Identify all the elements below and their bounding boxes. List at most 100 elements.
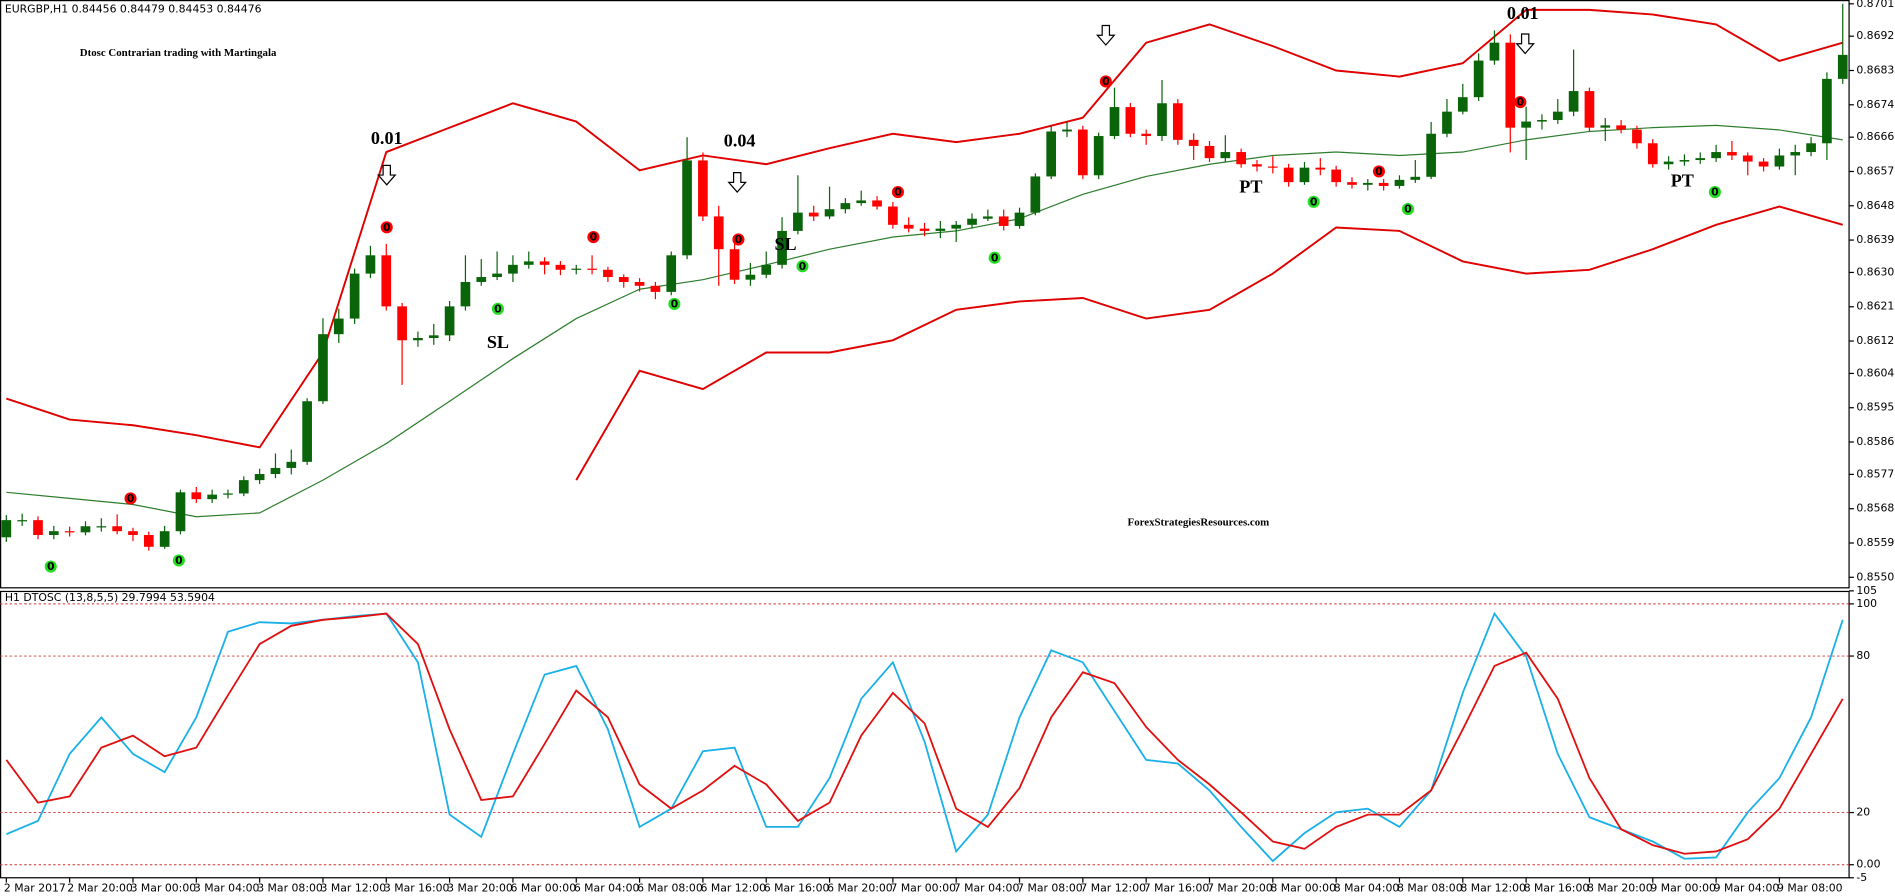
candle-body <box>1552 111 1563 121</box>
y-tick-label: 0.85775 <box>1856 467 1895 480</box>
y-tick-label: -5 <box>1856 871 1867 884</box>
candle-body <box>745 274 756 280</box>
candle-body <box>1426 133 1436 177</box>
candle-body <box>1774 155 1785 167</box>
oscillator-plot <box>0 603 1850 866</box>
signal-label: 0 <box>1404 203 1412 216</box>
candle-body <box>1014 212 1025 226</box>
candle-body <box>856 200 867 204</box>
candle-body <box>587 268 597 270</box>
signal-arrow <box>1096 24 1116 46</box>
y-tick-label: 0.00 <box>1856 858 1880 871</box>
chart-title: Dtosc Contrarian trading with Martingala <box>80 47 277 59</box>
candle-body <box>365 255 376 274</box>
x-tick-label: 6 Mar 16:00 <box>764 882 830 895</box>
signal-label: 0 <box>383 221 391 234</box>
signal-dot <box>587 230 600 244</box>
price-panel-frame <box>0 0 1850 589</box>
candle-body <box>1758 161 1769 167</box>
x-tick-label: 7 Mar 08:00 <box>1017 882 1083 895</box>
candle-body <box>1695 158 1706 161</box>
candle-body <box>650 285 661 292</box>
candle-body <box>254 474 265 481</box>
candle-body <box>413 337 423 341</box>
band-line <box>6 8 1844 449</box>
signal-label: 0 <box>494 302 502 315</box>
candle-body <box>159 531 170 547</box>
candle-body <box>1410 176 1421 180</box>
signal-dot <box>796 260 809 273</box>
signal-dot <box>380 221 393 234</box>
x-tick-label: 8 Mar 00:00 <box>1270 882 1336 895</box>
x-tick-label: 9 Mar 00:00 <box>1650 882 1716 895</box>
candle-body <box>492 273 502 278</box>
x-tick-label: 8 Mar 16:00 <box>1524 882 1590 895</box>
candle-body <box>840 203 851 210</box>
indicator-line <box>5 612 1844 855</box>
candle-body <box>286 461 297 468</box>
signal-label: 0 <box>735 233 743 246</box>
x-tick-label: 3 Mar 16:00 <box>384 882 450 895</box>
candle-body <box>1362 182 1373 185</box>
candle-body <box>951 224 962 229</box>
x-tick-label: 3 Mar 04:00 <box>194 882 260 895</box>
candle-body <box>1220 152 1231 159</box>
candle-body <box>397 306 407 341</box>
candle-body <box>207 494 217 500</box>
candle-body <box>1141 133 1152 137</box>
candle-body <box>1457 97 1468 112</box>
candle-body <box>824 209 835 217</box>
candle-body <box>1283 167 1294 183</box>
signal-arrow <box>727 172 748 194</box>
y-tick-label: 0.85685 <box>1856 502 1895 515</box>
x-tick-label: 6 Mar 00:00 <box>511 882 577 895</box>
signal-dot <box>732 233 745 246</box>
x-tick-label: 9 Mar 04:00 <box>1714 882 1780 895</box>
signal-arrow <box>376 164 397 186</box>
x-tick-label: 3 Mar 08:00 <box>257 882 323 895</box>
candle-body <box>508 264 518 274</box>
candle-body <box>1790 152 1801 156</box>
annotation: PT <box>1671 170 1694 190</box>
signal-dot <box>1307 195 1320 208</box>
x-tick-label: 7 Mar 20:00 <box>1207 882 1273 895</box>
x-tick-label: 8 Mar 04:00 <box>1334 882 1400 895</box>
candle-body <box>903 224 914 229</box>
annotation: 0.04 <box>724 130 756 150</box>
y-tick-label: 0.85505 <box>1856 570 1895 583</box>
candle-body <box>1078 129 1088 176</box>
candle-body <box>698 160 708 217</box>
candle-body <box>1173 103 1183 140</box>
x-tick-label: 9 Mar 08:00 <box>1777 882 1843 895</box>
candle-body <box>1632 129 1642 144</box>
x-tick-label: 3 Mar 20:00 <box>447 882 513 895</box>
candle-body <box>191 492 202 500</box>
candle-body <box>682 160 692 256</box>
candle-body <box>1584 91 1595 128</box>
y-tick-label: 0.86305 <box>1856 265 1895 278</box>
candle-body <box>634 281 645 286</box>
candle-body <box>1204 145 1215 159</box>
candle-body <box>1394 179 1405 186</box>
price-plot <box>1 3 1848 551</box>
candle-body <box>1537 120 1547 122</box>
y-tick-label: 100 <box>1856 597 1877 610</box>
candle-body <box>539 261 550 265</box>
candle-body <box>223 493 233 495</box>
watermark: ForexStrategiesResources.com <box>1128 516 1270 528</box>
candle-body <box>1315 167 1326 170</box>
candle-body <box>1679 160 1690 162</box>
x-tick-label: 6 Mar 12:00 <box>700 882 766 895</box>
signal-dot <box>124 492 137 505</box>
signal-dot <box>491 302 504 315</box>
x-tick-label: 6 Mar 04:00 <box>574 882 640 895</box>
signal-label: 0 <box>991 251 999 264</box>
candle-body <box>1299 167 1310 183</box>
candle-body <box>428 335 439 338</box>
candle-body <box>1236 152 1246 165</box>
candle-body <box>618 277 629 282</box>
signal-arrow <box>1515 33 1535 55</box>
candle-body <box>1505 42 1516 128</box>
